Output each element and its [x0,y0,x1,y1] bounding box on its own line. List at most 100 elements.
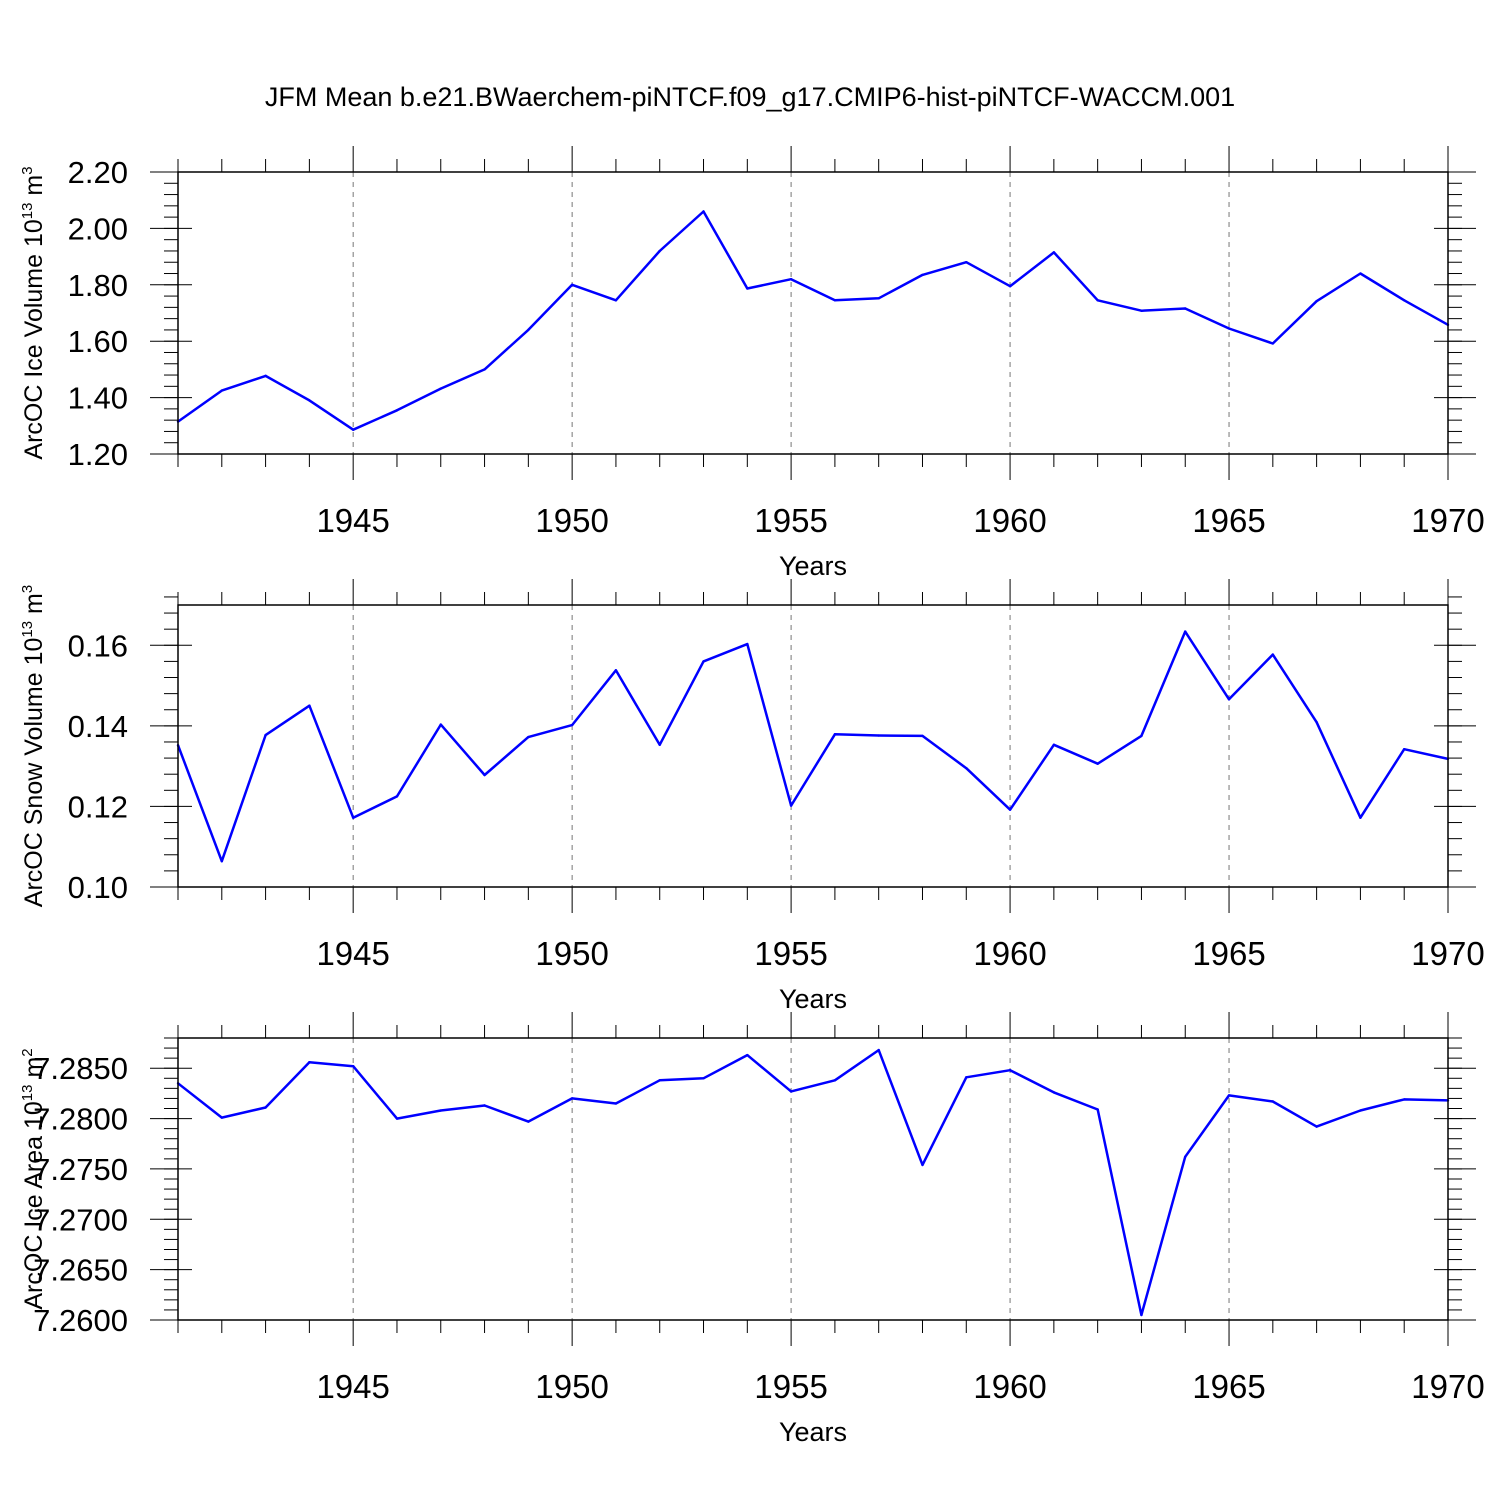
y-tick-label: 2.00 [68,211,128,246]
x-tick-label: 1960 [973,1368,1046,1405]
x-tick-label: 1950 [535,935,608,972]
x-tick-label: 1945 [316,1368,389,1405]
data-point [395,795,399,798]
data-point [746,642,749,646]
y-tick-label: 7.2750 [33,1152,128,1187]
data-point [658,249,661,253]
data-point [746,1053,749,1057]
data-point [1315,1125,1318,1128]
x-tick-label: 1945 [316,935,389,972]
data-point [789,1090,793,1093]
x-tick-label: 1955 [754,502,827,539]
data-point [1008,808,1012,811]
data-point [746,287,749,290]
data-point [1359,816,1362,819]
data-point [1052,743,1056,746]
y-tick-label: 7.2650 [33,1253,128,1288]
data-point [527,735,530,739]
data-point [1403,748,1406,751]
data-point [483,773,486,777]
data-point [1140,1313,1143,1317]
data-point [439,1109,442,1112]
data-point [789,277,793,281]
data-point [614,669,618,672]
data-point [1096,299,1099,302]
series-line [177,1048,1449,1317]
y-tick-label: 1.40 [68,381,128,416]
data-point [395,409,399,412]
chart-panels: 1.20 1.40 1.60 1.80 2.00 2.20 1945 1950 1955 1960… [19,146,1485,1447]
chart-ice-area: 7.2600 7.2650 7.2700 7.2750 7.2800 7.2850 1945… [19,1012,1485,1447]
data-point [1184,630,1187,633]
data-point [921,1163,924,1167]
data-point [570,1097,574,1100]
data-point [395,1117,399,1120]
data-point [877,297,880,300]
y-tick-label: 7.2700 [33,1202,128,1237]
data-point [702,1077,705,1080]
data-point [702,210,705,213]
x-tick-label: 1955 [754,1368,827,1405]
x-tick-label: 1960 [973,502,1046,539]
data-point [877,1048,880,1052]
data-point [965,766,968,770]
data-point [658,743,661,746]
data-point [439,723,442,726]
data-point [351,816,355,819]
y-tick-label: 7.2800 [33,1102,128,1137]
data-point [1227,1094,1231,1097]
data-point [877,734,880,737]
chart-ice-volume: 1.20 1.40 1.60 1.80 2.00 2.20 1945 1950 1955 1960… [19,146,1485,581]
data-point [439,387,442,390]
plot-frame [177,604,1449,888]
y-tick-label: 1.20 [68,437,128,472]
figure-title: JFM Mean b.e21.BWaerchem-piNTCF.f09_g17.… [265,82,1235,112]
data-point [1403,299,1406,302]
x-tick-label: 1970 [1411,935,1484,972]
data-point [965,261,968,264]
y-tick-label: 0.14 [68,709,128,744]
y-axis-label: ArcOC Ice Volume 1013 m3 [19,166,48,459]
data-point [1271,342,1275,345]
data-point [833,299,837,302]
data-point [1403,1098,1406,1101]
data-point [1052,251,1056,254]
data-point [658,1079,661,1082]
x-tick-label: 1970 [1411,502,1484,539]
y-tick-label: 7.2600 [33,1303,128,1338]
data-point [1227,327,1231,330]
data-point [1140,309,1143,312]
data-point [527,328,530,332]
x-tick-label: 1945 [316,502,389,539]
data-point [351,428,355,431]
data-point [308,704,311,707]
data-point [1227,698,1231,701]
x-axis-label: Years [779,984,847,1014]
y-axis-label: ArcOC Ice Area 1013 m2 [19,1048,48,1309]
x-tick-label: 1950 [535,1368,608,1405]
chart-snow-volume: 0.10 0.12 0.14 0.16 1945 1950 1955 1960 1965 1970… [19,579,1485,1014]
data-point [921,734,924,738]
x-tick-label: 1960 [973,935,1046,972]
plot-frame [177,171,1449,455]
x-axis-label: Years [779,1417,847,1447]
x-tick-label: 1970 [1411,1368,1484,1405]
data-point [483,1104,486,1107]
plot-frame [177,1037,1449,1321]
data-point [1008,1069,1012,1072]
data-point [614,299,618,302]
data-point [1359,272,1362,275]
series-line [177,210,1449,431]
data-point [220,1116,223,1119]
data-point [833,1079,837,1082]
data-point [483,368,486,371]
data-point [1315,299,1318,303]
data-point [308,399,311,402]
y-tick-label: 0.12 [68,789,128,824]
data-point [264,733,267,737]
x-tick-label: 1965 [1192,502,1265,539]
data-point [614,1102,618,1105]
data-point [789,804,793,807]
x-tick-label: 1965 [1192,935,1265,972]
